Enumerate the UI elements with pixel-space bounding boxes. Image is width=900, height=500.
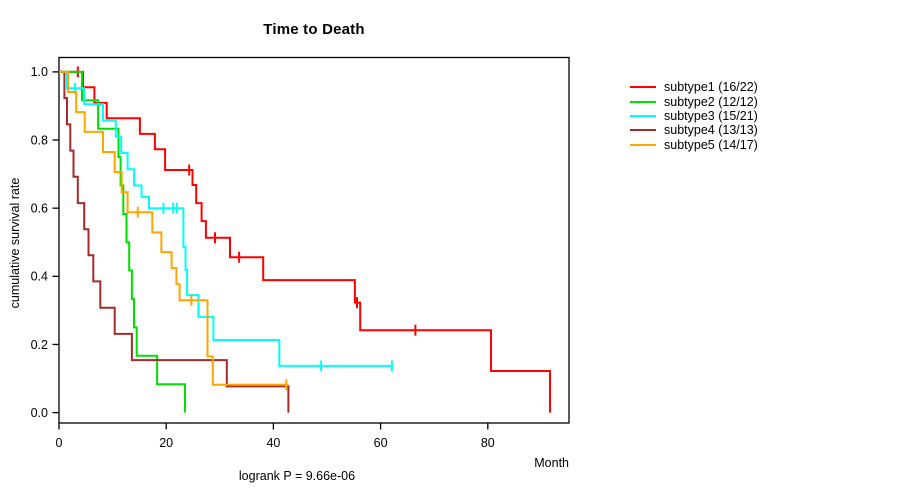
- legend-item: subtype4 (13/13): [630, 123, 758, 137]
- series-subtype4: [59, 70, 290, 413]
- y-tick-label: 0.2: [31, 338, 48, 352]
- series-subtype2: [59, 70, 186, 413]
- x-tick-label: 40: [266, 436, 280, 450]
- legend-label: subtype3 (15/21): [664, 108, 758, 123]
- survival-curve: [59, 70, 551, 413]
- survival-curve: [59, 70, 393, 367]
- legend-label: subtype2 (12/12): [664, 94, 758, 109]
- x-tick-label: 20: [159, 436, 173, 450]
- series-subtype1: [59, 66, 551, 413]
- series-subtype3: [59, 70, 393, 372]
- legend-line-swatch: [630, 143, 656, 146]
- x-tick-label: 0: [56, 436, 63, 450]
- y-tick-label: 0.0: [31, 406, 48, 420]
- survival-curve: [59, 70, 289, 386]
- legend-item: subtype3 (15/21): [630, 109, 758, 123]
- legend-label: subtype4 (13/13): [664, 123, 758, 138]
- legend-line-swatch: [630, 86, 656, 89]
- legend: subtype1 (16/22) subtype2 (12/12) subtype3…: [630, 80, 758, 152]
- logrank-p-annotation: logrank P = 9.66e-06: [238, 469, 356, 483]
- survival-curve: [59, 70, 290, 413]
- y-tick-label: 0.8: [31, 133, 48, 147]
- legend-item: subtype5 (14/17): [630, 138, 758, 152]
- legend-line-swatch: [630, 129, 656, 132]
- chart-title: Time to Death: [263, 21, 365, 38]
- plot-border: [58, 56, 570, 424]
- legend-line-swatch: [630, 100, 656, 103]
- x-axis-label: Month: [534, 456, 569, 470]
- y-tick-label: 0.4: [31, 270, 48, 284]
- x-tick-label: 60: [374, 436, 388, 450]
- legend-line-swatch: [630, 114, 656, 117]
- legend-item: subtype2 (12/12): [630, 94, 758, 109]
- legend-label: subtype1 (16/22): [664, 80, 758, 95]
- legend-item: subtype1 (16/22): [630, 80, 758, 94]
- x-tick-label: 80: [481, 436, 495, 450]
- series-subtype5: [59, 70, 289, 391]
- survival-curve: [59, 70, 186, 413]
- y-tick-label: 0.6: [31, 201, 48, 215]
- y-tick-label: 1.0: [31, 65, 48, 79]
- legend-label: subtype5 (14/17): [664, 137, 758, 152]
